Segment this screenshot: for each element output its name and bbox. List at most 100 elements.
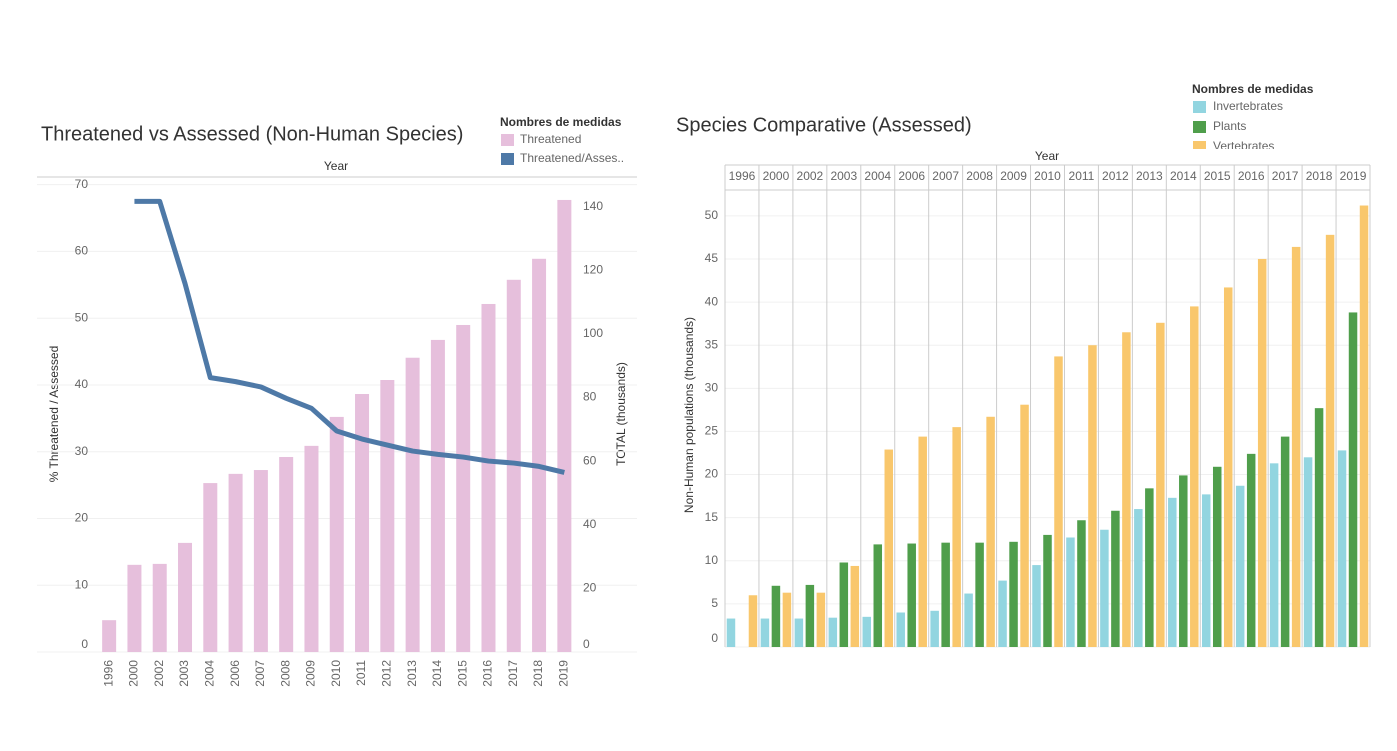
bar [1066,537,1075,647]
bar [952,427,961,647]
x-tick-label: 2006 [228,660,242,687]
bar [279,456,294,652]
y2-tick-label: 80 [583,390,597,404]
bar [907,543,916,647]
legend-label: Plants [1213,119,1246,133]
x-tick-label: 2016 [1238,169,1265,183]
bar [1088,345,1097,647]
legend-label: Vertebrates [1213,139,1274,153]
y2-tick-label: 60 [583,453,597,467]
x-tick-label: 2009 [1000,169,1027,183]
y2-tick-label: 100 [583,326,603,340]
legend-label: Threatened/Asses.. [520,151,624,165]
bar [794,618,804,647]
bar [1168,497,1177,647]
y-tick-label: 30 [705,380,719,394]
bar [805,584,815,647]
y2-tick-label: 140 [583,199,603,213]
legend-swatch [1193,121,1206,133]
y-tick-label: 50 [75,310,89,324]
y-tick-label: 0 [81,637,88,651]
bar [380,380,395,652]
x-tick-label: 2015 [455,660,469,687]
bar [862,616,872,647]
x-tick-label: 2011 [1069,169,1095,183]
y-tick-label: 0 [711,631,718,645]
bar [1325,234,1335,647]
x-tick-label: 2007 [932,169,959,183]
bar [1269,463,1279,647]
bar [1291,246,1301,648]
y2-tick-label: 0 [583,637,590,651]
bar [1348,312,1358,647]
legend-label: Threatened [520,132,581,146]
legend-title: Nombres de medidas [1192,82,1314,96]
y-tick-label: 40 [705,294,719,308]
bar [481,303,496,652]
bar [102,620,117,652]
legend-title: Nombres de medidas [500,115,622,129]
bar [152,563,167,652]
bar [253,470,268,652]
bar [1303,457,1313,647]
y-tick-label: 10 [75,577,89,591]
y-tick-label: 25 [705,424,719,438]
bar [1156,322,1165,647]
bar [1009,541,1018,647]
x-tick-label: 2019 [1340,169,1367,183]
bar [839,562,849,647]
bar [1100,529,1109,647]
y-tick-label: 30 [75,444,89,458]
x-tick-label: 2011 [354,660,368,686]
bar [430,339,445,652]
legend-swatch [1193,101,1206,113]
y2-tick-label: 20 [583,581,597,595]
x-tick-label: 2019 [557,660,571,687]
x-tick-label: 2017 [1272,169,1299,183]
x-tick-label: 2016 [481,660,495,687]
y-tick-label: 5 [711,596,718,610]
x-tick-label: 2009 [304,660,318,687]
bar [782,592,792,647]
x-tick-label: 2004 [202,660,216,687]
y2-tick-label: 120 [583,262,603,276]
x-tick-label: 2007 [253,660,267,687]
bar [127,564,142,652]
bar [1190,306,1199,647]
bar [771,585,781,647]
bar [748,595,758,647]
y-axis-title: % Threatened / Assessed [47,346,61,483]
x-tick-label: 2004 [864,169,891,183]
bar [1111,510,1120,647]
y-tick-label: 20 [75,511,89,525]
line [134,198,565,475]
y-tick-label: 35 [705,337,719,351]
x-tick-label: 2013 [1136,169,1163,183]
bar [1179,475,1188,647]
x-tick-label: 2010 [1034,169,1061,183]
y-tick-label: 40 [75,377,89,391]
bar [329,416,344,652]
bar [178,542,193,652]
y-tick-label: 60 [75,244,89,258]
bar [1043,534,1052,647]
y-tick-label: 50 [705,208,719,222]
legend-label: Invertebrates [1213,99,1283,113]
x-tick-label: 2002 [152,660,166,687]
bar [986,416,995,647]
bar [1337,450,1347,647]
bar [203,483,218,652]
bar [1246,453,1256,647]
bar [355,394,370,652]
bar [1280,436,1290,647]
x-tick-label: 2006 [898,169,925,183]
bar [884,449,894,647]
bar [941,542,950,647]
bar [1054,356,1063,647]
bar [1212,466,1222,647]
x-tick-label: 2013 [405,660,419,687]
bar [816,592,826,647]
bar [964,593,973,647]
bar [506,279,521,652]
